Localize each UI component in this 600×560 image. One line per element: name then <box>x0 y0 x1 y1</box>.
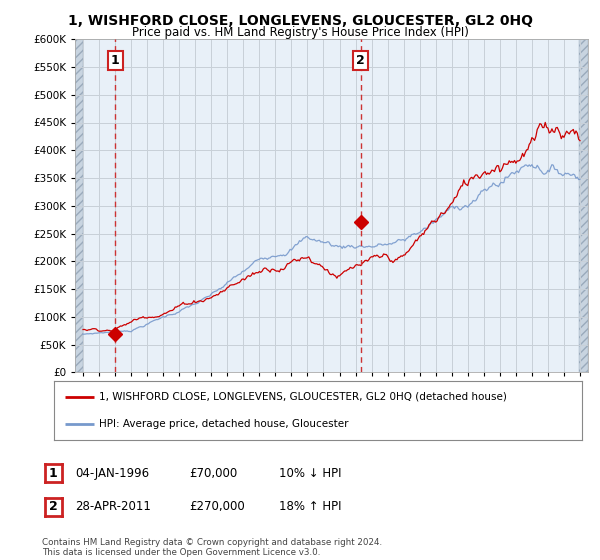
Text: £270,000: £270,000 <box>189 500 245 514</box>
Text: 1: 1 <box>49 466 58 480</box>
Text: 1, WISHFORD CLOSE, LONGLEVENS, GLOUCESTER, GL2 0HQ: 1, WISHFORD CLOSE, LONGLEVENS, GLOUCESTE… <box>67 14 533 28</box>
Text: £70,000: £70,000 <box>189 466 237 480</box>
Text: HPI: Average price, detached house, Gloucester: HPI: Average price, detached house, Glou… <box>99 419 349 429</box>
Text: 1: 1 <box>111 54 119 67</box>
Bar <box>75 39 83 372</box>
Bar <box>579 39 588 372</box>
Text: 2: 2 <box>356 54 365 67</box>
Text: 18% ↑ HPI: 18% ↑ HPI <box>279 500 341 514</box>
Text: 04-JAN-1996: 04-JAN-1996 <box>75 466 149 480</box>
Text: 10% ↓ HPI: 10% ↓ HPI <box>279 466 341 480</box>
Text: 1, WISHFORD CLOSE, LONGLEVENS, GLOUCESTER, GL2 0HQ (detached house): 1, WISHFORD CLOSE, LONGLEVENS, GLOUCESTE… <box>99 391 507 402</box>
Text: Contains HM Land Registry data © Crown copyright and database right 2024.
This d: Contains HM Land Registry data © Crown c… <box>42 538 382 557</box>
Text: 2: 2 <box>49 500 58 514</box>
Text: Price paid vs. HM Land Registry's House Price Index (HPI): Price paid vs. HM Land Registry's House … <box>131 26 469 39</box>
Text: 28-APR-2011: 28-APR-2011 <box>75 500 151 514</box>
